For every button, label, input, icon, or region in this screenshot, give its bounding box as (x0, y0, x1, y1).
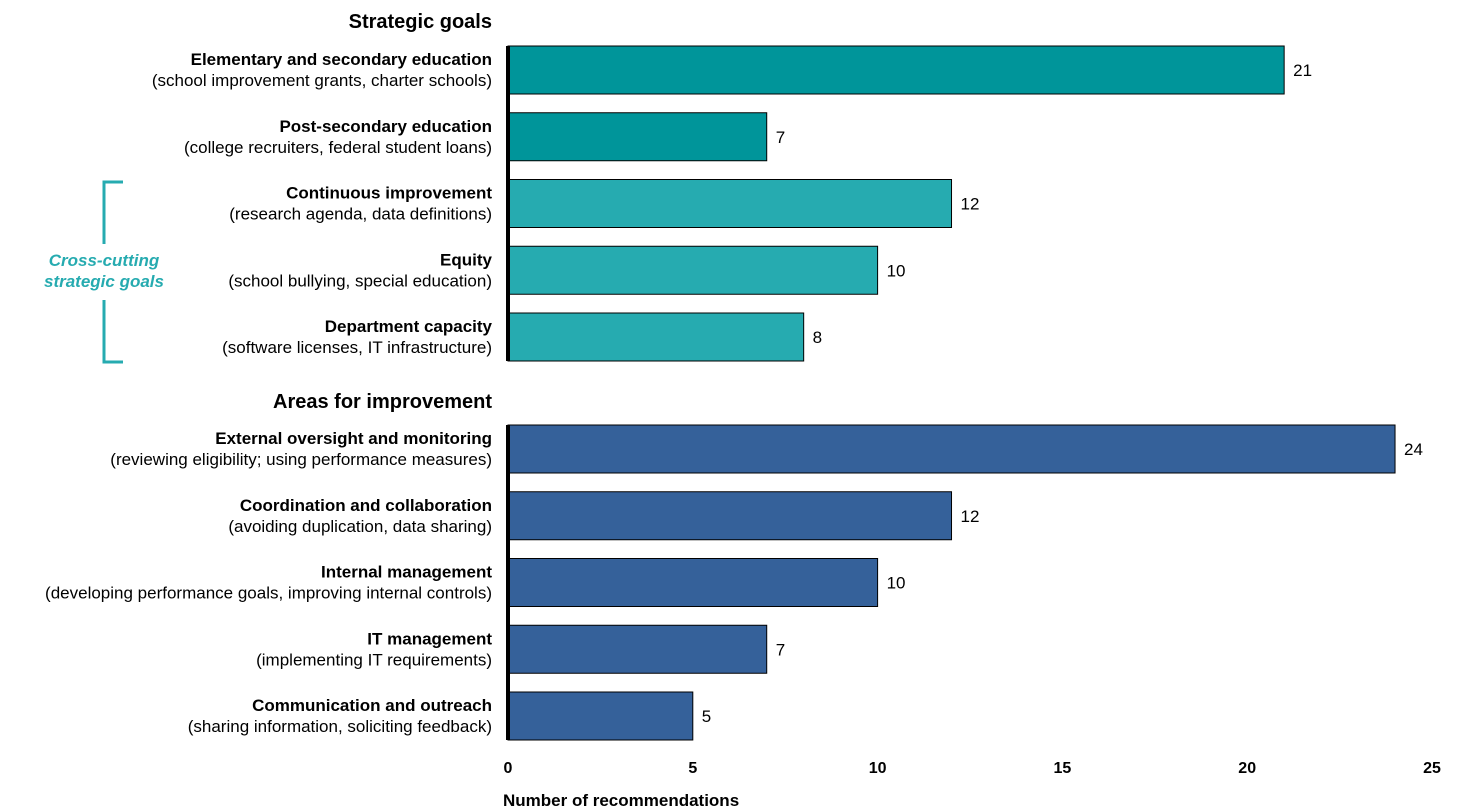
data-label: 10 (887, 261, 906, 280)
category-sublabel: (college recruiters, federal student loa… (184, 138, 492, 157)
bracket-label: strategic goals (44, 272, 164, 291)
x-tick-label: 25 (1423, 760, 1441, 777)
category-label: Communication and outreach (252, 696, 492, 715)
bar (507, 491, 953, 541)
data-label: 8 (813, 328, 822, 347)
category-label: Continuous improvement (286, 184, 492, 203)
x-tick-label: 5 (688, 760, 697, 777)
data-label: 21 (1293, 61, 1312, 80)
category-sublabel: (software licenses, IT infrastructure) (222, 338, 492, 357)
category-sublabel: (developing performance goals, improving… (45, 584, 492, 603)
x-axis-title: Number of recommendations (503, 791, 739, 810)
category-label: IT management (367, 629, 492, 648)
data-label: 24 (1404, 440, 1423, 459)
category-label: Equity (440, 250, 492, 269)
bar (507, 245, 879, 295)
data-label: 12 (961, 195, 980, 214)
bar (507, 424, 1396, 474)
category-sublabel: (avoiding duplication, data sharing) (228, 517, 492, 536)
bracket-label: Cross-cutting (49, 251, 160, 270)
category-label: External oversight and monitoring (215, 429, 492, 448)
category-sublabel: (implementing IT requirements) (256, 650, 492, 669)
x-tick-label: 10 (869, 760, 887, 777)
data-label: 10 (887, 574, 906, 593)
category-label: Post-secondary education (279, 117, 492, 136)
data-label: 7 (776, 640, 785, 659)
category-sublabel: (school bullying, special education) (228, 271, 492, 290)
group-title: Strategic goals (349, 11, 492, 33)
category-sublabel: (research agenda, data definitions) (229, 205, 492, 224)
x-tick-label: 20 (1238, 760, 1256, 777)
bar (507, 179, 953, 228)
category-sublabel: (sharing information, soliciting feedbac… (188, 717, 492, 736)
bar (507, 691, 694, 741)
category-sublabel: (reviewing eligibility; using performanc… (110, 450, 492, 469)
bar (507, 624, 768, 674)
data-label: 12 (961, 507, 980, 526)
x-tick-label: 0 (504, 760, 513, 777)
group-title: Areas for improvement (273, 391, 492, 413)
category-label: Elementary and secondary education (191, 50, 492, 69)
bar (507, 45, 1285, 95)
bracket-top (102, 180, 123, 244)
data-label: 5 (702, 707, 711, 726)
bar (507, 312, 805, 362)
x-tick-label: 15 (1054, 760, 1072, 777)
bar (507, 558, 879, 607)
data-label: 7 (776, 128, 785, 147)
category-label: Internal management (321, 563, 492, 582)
category-label: Coordination and collaboration (240, 496, 492, 515)
category-sublabel: (school improvement grants, charter scho… (152, 71, 492, 90)
bracket-bottom (102, 300, 123, 364)
category-label: Department capacity (325, 317, 493, 336)
bar (507, 112, 768, 162)
